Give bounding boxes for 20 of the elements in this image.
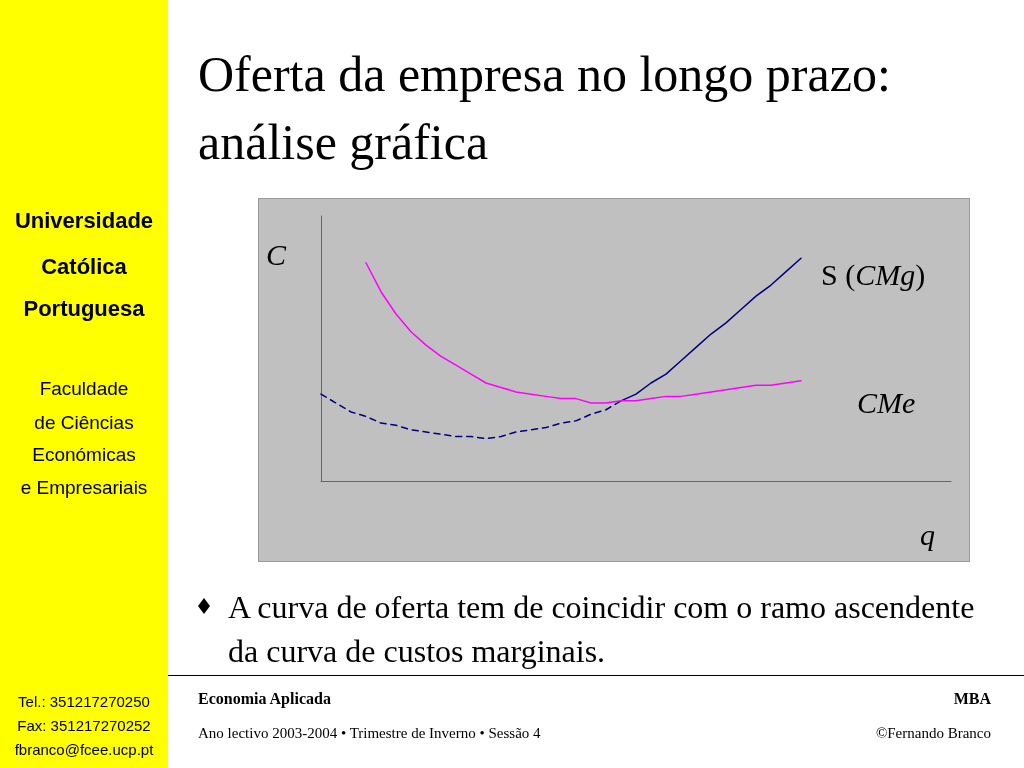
text: e Empresariais — [19, 477, 149, 499]
text: Ano lectivo 2003-2004 • Trimestre de Inverno • Sessão 4 — [198, 725, 541, 742]
y-axis-title: C — [266, 238, 287, 272]
text: Universidade — [13, 208, 155, 234]
text: Portuguesa — [22, 296, 146, 322]
text: fbranco@fcee.ucp.pt — [13, 741, 155, 758]
text: Faculdade — [38, 378, 130, 400]
x-axis-title: q — [920, 518, 935, 552]
text: de Ciências — [33, 412, 135, 434]
text: Fax: 351217270252 — [16, 717, 152, 734]
text: Tel.: 351217270250 — [17, 693, 151, 710]
text: ©Fernando Branco — [875, 725, 991, 742]
series-label: S (CMg) — [821, 257, 926, 292]
text: A curva de oferta tem de coincidir com o ramo ascendente da curva de custos marginais. — [228, 588, 976, 671]
chart-title: Oferta da empresa no longo prazo: análise gráfica — [198, 45, 892, 172]
text: Económicas — [31, 444, 137, 466]
series-label: CMe — [857, 386, 916, 420]
text: MBA — [953, 690, 991, 708]
text: Economia Aplicada — [198, 690, 331, 708]
text: Católica — [40, 254, 128, 280]
